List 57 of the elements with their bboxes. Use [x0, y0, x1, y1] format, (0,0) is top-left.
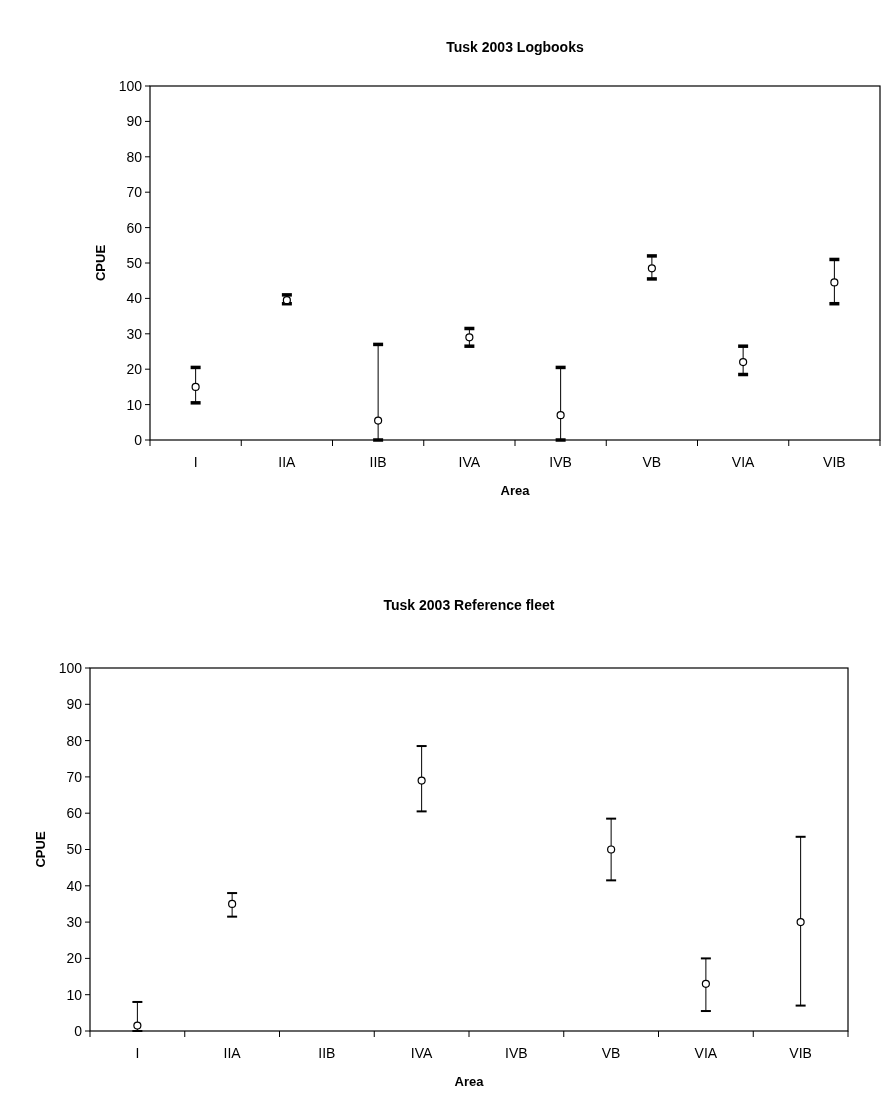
x-tick-label: IIA — [223, 1045, 242, 1061]
point — [796, 918, 805, 927]
point — [607, 845, 616, 854]
x-tick-label: VIA — [731, 454, 756, 470]
point — [556, 411, 565, 420]
y-tick-label: 50 — [126, 254, 143, 271]
x-tick-label: VIA — [694, 1045, 718, 1061]
y-tick-label: 100 — [118, 77, 143, 94]
x-tick-label: I — [193, 454, 198, 470]
y-tick-label: 60 — [126, 219, 143, 236]
x-tick-label: IIA — [278, 454, 297, 470]
x-tick-label: IVA — [458, 454, 481, 470]
y-tick-label: 30 — [66, 914, 83, 930]
x-tick-label: IVA — [410, 1045, 434, 1061]
y-axis-title: CPUE — [33, 831, 48, 868]
y-tick-label: 70 — [126, 184, 143, 201]
point — [191, 382, 200, 391]
point — [739, 358, 748, 367]
x-tick-label: VIB — [789, 1045, 812, 1061]
x-tick-label: IVB — [505, 1045, 528, 1061]
chart-title: Tusk 2003 Logbooks — [446, 39, 584, 55]
x-tick-label: VB — [601, 1045, 621, 1061]
y-tick-label: 50 — [66, 841, 83, 858]
y-tick-label: 0 — [134, 431, 143, 448]
x-tick-label: VB — [642, 454, 662, 470]
x-axis-title: Area — [500, 483, 531, 498]
y-tick-label: 80 — [126, 148, 143, 165]
y-tick-label: 90 — [66, 696, 83, 713]
y-tick-label: 20 — [126, 361, 143, 378]
point — [465, 333, 474, 342]
x-tick-label: I — [135, 1045, 140, 1061]
point — [417, 776, 426, 785]
point — [830, 278, 839, 287]
x-axis-title: Area — [454, 1074, 485, 1089]
y-tick-label: 100 — [58, 659, 83, 676]
y-tick-label: 0 — [74, 1022, 83, 1039]
y-tick-label: 80 — [66, 732, 83, 749]
point — [701, 979, 710, 988]
x-tick-label: IIB — [369, 454, 387, 470]
chart-title: Tusk 2003 Reference fleet — [383, 597, 555, 613]
y-tick-label: 90 — [126, 113, 143, 130]
y-tick-label: 40 — [66, 877, 83, 894]
y-tick-label: 60 — [66, 805, 83, 822]
y-tick-label: 40 — [126, 290, 143, 307]
x-tick-label: VIB — [823, 454, 846, 470]
y-tick-label: 70 — [66, 768, 83, 785]
point — [133, 1021, 142, 1030]
x-tick-label: IVB — [549, 454, 572, 470]
y-axis-title: CPUE — [93, 244, 108, 282]
x-tick-label: IIB — [318, 1045, 336, 1061]
y-tick-label: 20 — [66, 950, 83, 967]
y-tick-label: 10 — [126, 396, 143, 413]
point — [374, 416, 383, 425]
y-tick-label: 30 — [126, 325, 143, 342]
y-tick-label: 10 — [66, 986, 83, 1003]
point — [228, 899, 237, 909]
point — [647, 264, 656, 273]
